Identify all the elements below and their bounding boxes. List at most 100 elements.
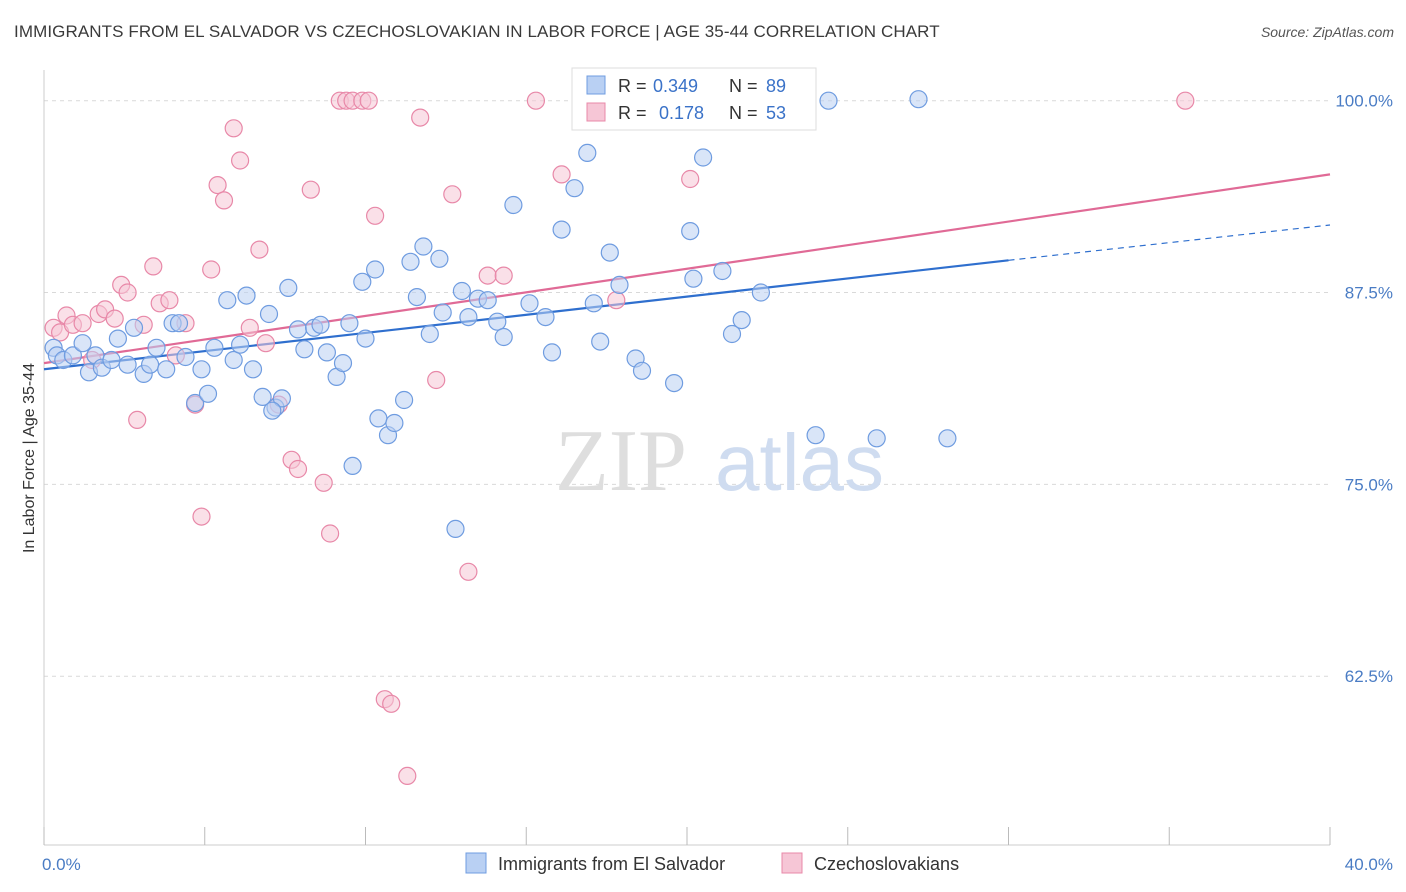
point-el-salvador-65 — [565, 179, 584, 198]
point-el-salvador-84 — [909, 90, 928, 109]
point-el-salvador-67 — [584, 294, 603, 313]
point-el-salvador-29 — [259, 304, 279, 324]
point-el-salvador-87 — [343, 456, 362, 475]
point-el-salvador-15 — [157, 360, 176, 379]
point-el-salvador-76 — [693, 148, 713, 167]
point-el-salvador-68 — [591, 332, 610, 351]
point-el-salvador-61 — [520, 294, 539, 313]
trend-line-el-salvador-extension — [1008, 224, 1331, 261]
point-czechoslovakian-21 — [208, 176, 227, 195]
point-el-salvador-55 — [459, 308, 478, 327]
point-el-salvador-33 — [288, 320, 308, 339]
y-tick-labels: 62.5% 75.0% 87.5% 100.0% — [1335, 92, 1393, 686]
point-czechoslovakian-43 — [411, 108, 430, 127]
point-czechoslovakian-53 — [1176, 91, 1195, 110]
point-el-salvador-27 — [243, 360, 263, 379]
point-el-salvador-79 — [732, 311, 751, 330]
legend-r-label-1: R = — [618, 76, 647, 96]
point-czechoslovakian-41 — [382, 694, 401, 713]
point-czechoslovakian-20 — [202, 260, 221, 279]
point-el-salvador-58 — [488, 312, 507, 331]
point-el-salvador-57 — [478, 291, 497, 310]
point-el-salvador-22 — [205, 338, 224, 357]
legend-box: R = 0.349 N = 89 R = 0.178 N = 53 — [571, 67, 817, 131]
point-czechoslovakian-10 — [118, 283, 137, 302]
point-el-salvador-17 — [169, 314, 189, 333]
y-tick-label-1: 75.0% — [1345, 475, 1393, 494]
point-el-salvador-21 — [198, 384, 218, 403]
point-el-salvador-64 — [552, 220, 571, 239]
point-czechoslovakian-25 — [240, 318, 259, 337]
point-czechoslovakian-30 — [288, 459, 308, 479]
point-el-salvador-63 — [542, 343, 562, 362]
watermark-atlas: atlas — [715, 418, 884, 507]
point-el-salvador-43 — [366, 260, 385, 279]
point-czechoslovakian-33 — [321, 524, 340, 543]
source-label: Source: ZipAtlas.com — [1260, 24, 1394, 40]
point-el-salvador-3 — [63, 346, 83, 365]
point-el-salvador-74 — [681, 222, 700, 241]
y-tick-label-3: 100.0% — [1335, 92, 1393, 111]
point-czechoslovakian-50 — [552, 165, 571, 184]
x-tick-labels: 0.0% 40.0% — [42, 855, 1393, 874]
point-czechoslovakian-48 — [494, 266, 513, 285]
point-czechoslovakian-11 — [128, 410, 147, 429]
point-el-salvador-19 — [186, 393, 205, 413]
y-tick-label-2: 87.5% — [1345, 284, 1393, 303]
bottom-legend: Immigrants from El Salvador Czechoslovak… — [465, 852, 959, 874]
point-el-salvador-46 — [385, 413, 404, 433]
point-czechoslovakian-31 — [301, 180, 320, 199]
point-el-salvador-86 — [446, 519, 465, 539]
point-el-salvador-23 — [218, 291, 237, 310]
point-czechoslovakian-4 — [73, 314, 92, 333]
point-czechoslovakian-52 — [681, 169, 700, 189]
point-el-salvador-78 — [722, 324, 742, 344]
point-el-salvador-72 — [632, 361, 652, 380]
point-czechoslovakian-39 — [366, 206, 385, 225]
point-czechoslovakian-24 — [231, 151, 250, 170]
point-el-salvador-47 — [395, 390, 414, 410]
point-czechoslovakian-38 — [359, 91, 378, 110]
axes — [43, 70, 1331, 846]
point-el-salvador-9 — [108, 329, 128, 348]
point-czechoslovakian-45 — [443, 185, 462, 204]
legend-n-label-2: N = — [729, 103, 758, 123]
legend-r-value-2: 0.178 — [659, 103, 704, 123]
point-el-salvador-75 — [684, 269, 703, 288]
y-tick-label-0: 62.5% — [1345, 667, 1393, 686]
point-czechoslovakian-42 — [398, 766, 417, 786]
point-el-salvador-88 — [263, 401, 282, 420]
bottom-legend-label-pink: Czechoslovakians — [814, 854, 959, 874]
legend-r-label-2: R = — [618, 103, 647, 123]
point-el-salvador-31 — [272, 389, 291, 408]
point-el-salvador-77 — [713, 261, 732, 281]
point-el-salvador-66 — [578, 143, 597, 162]
trend-line-el-salvador — [43, 259, 1009, 371]
point-el-salvador-4 — [73, 334, 92, 353]
bottom-legend-swatch-blue — [465, 852, 487, 874]
point-el-salvador-37 — [317, 343, 336, 362]
point-czechoslovakian-26 — [250, 240, 269, 259]
point-czechoslovakian-44 — [427, 370, 446, 390]
point-el-salvador-48 — [401, 252, 420, 271]
point-el-salvador-85 — [938, 429, 957, 448]
point-el-salvador-26 — [237, 286, 256, 305]
point-el-salvador-62 — [536, 308, 555, 327]
data-points — [44, 90, 1195, 786]
point-el-salvador-81 — [806, 426, 825, 445]
point-el-salvador-18 — [176, 347, 195, 367]
legend-n-label-1: N = — [729, 76, 758, 96]
x-tick-label-1: 40.0% — [1345, 855, 1393, 874]
point-el-salvador-28 — [253, 387, 272, 406]
bottom-legend-label-blue: Immigrants from El Salvador — [498, 854, 725, 874]
point-el-salvador-40 — [340, 314, 359, 333]
point-el-salvador-36 — [311, 315, 330, 334]
legend-r-value-1: 0.349 — [653, 76, 698, 96]
point-el-salvador-32 — [279, 278, 298, 297]
watermark-zip: ZIP — [555, 413, 687, 510]
point-el-salvador-70 — [610, 275, 629, 294]
point-el-salvador-53 — [433, 303, 452, 322]
point-el-salvador-11 — [124, 318, 144, 337]
point-el-salvador-34 — [295, 340, 314, 359]
point-czechoslovakian-27 — [256, 334, 275, 353]
